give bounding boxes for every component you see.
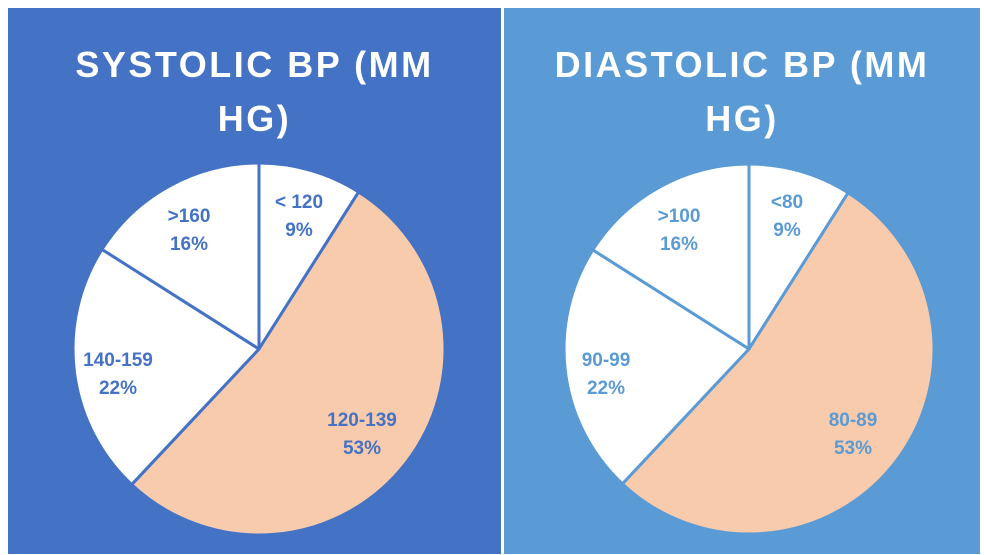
diastolic-slice-3 [591,162,751,351]
diastolic-slice-value-3: 16% [660,234,698,255]
systolic-slice-label-2: 140-159 [83,350,153,371]
systolic-slice-0 [257,161,361,351]
diastolic-chart-panel: <80 9% 80-89 53% 90-99 22% >100 16% DIASTOLIC B… [504,8,980,554]
systolic-slice-label-1: 120-139 [327,410,397,431]
diastolic-slice-value-2: 22% [587,378,625,399]
systolic-slice-2 [71,247,261,487]
systolic-slice-value-0: 9% [285,220,313,241]
diastolic-slice-1 [620,191,936,536]
systolic-slice-label-3: >160 [168,206,211,227]
systolic-chart-panel: < 120 9% 120-139 53% 140-159 22% >160 16% SYSTO… [8,8,501,554]
diastolic-slice-label-3: >100 [658,206,701,227]
systolic-slice-label-0: < 120 [275,192,323,213]
diastolic-slice-0 [747,162,850,351]
systolic-slice-value-2: 22% [99,378,137,399]
diastolic-slice-2 [562,248,751,486]
systolic-slice-value-1: 53% [343,438,381,459]
systolic-slice-value-3: 16% [170,234,208,255]
diastolic-slice-value-0: 9% [773,220,801,241]
diastolic-slice-label-2: 90-99 [582,350,631,371]
systolic-slice-1 [130,190,447,537]
diastolic-pie-chart: <80 9% 80-89 53% 90-99 22% >100 16% [562,162,936,536]
systolic-pie-chart: < 120 9% 120-139 53% 140-159 22% >160 16% [71,161,447,537]
diastolic-slice-label-1: 80-89 [829,410,878,431]
diastolic-slice-label-0: <80 [771,192,803,213]
diastolic-slice-value-1: 53% [834,438,872,459]
systolic-slice-3 [100,161,261,351]
systolic-chart-title: SYSTOLIC BP (MM HG) [75,44,434,139]
diastolic-chart-title: DIASTOLIC BP (MM HG) [554,44,930,139]
